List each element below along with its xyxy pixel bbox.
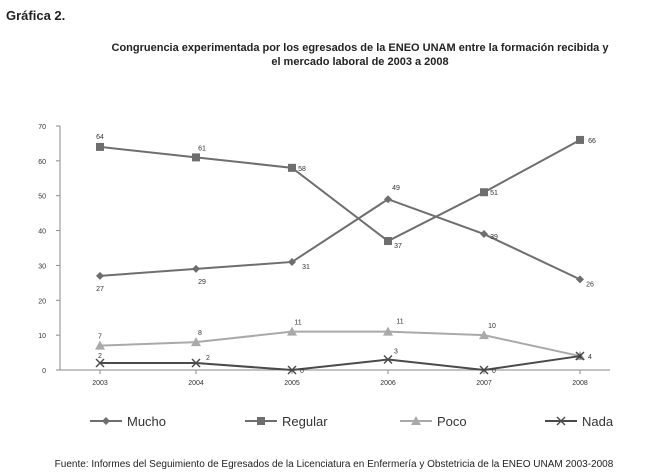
x-tick-label: 2008 (572, 380, 588, 387)
x-tick-label: 2003 (92, 380, 108, 387)
data-label-mucho: 39 (490, 234, 498, 241)
chart-title-line-1: Congruencia experimentada por los egresa… (111, 42, 609, 54)
data-point-regular (384, 237, 392, 246)
data-point-regular (192, 153, 200, 162)
y-tick-label: 20 (38, 298, 46, 305)
y-tick-label: 60 (38, 159, 46, 166)
y-tick-label: 30 (38, 263, 46, 270)
x-tick-label: 2005 (284, 380, 300, 387)
data-label-poco: 11 (294, 320, 301, 327)
data-label-poco: 4 (588, 354, 592, 361)
data-point-nada (575, 351, 585, 361)
data-label-regular: 37 (394, 243, 402, 250)
data-label-nada: 2 (98, 353, 102, 360)
series-line-regular (99, 139, 581, 243)
figure-heading: Gráfica 2. (6, 8, 66, 23)
x-tick-label: 2007 (476, 380, 492, 387)
data-label-mucho: 26 (586, 281, 594, 288)
data-point-mucho (480, 230, 488, 239)
legend-label-mucho: Mucho (127, 414, 166, 429)
data-point-regular (480, 188, 488, 197)
data-point-nada (383, 355, 393, 365)
data-point-nada (479, 365, 489, 375)
data-point-nada (287, 365, 297, 375)
data-point-poco (287, 326, 297, 336)
data-point-regular (576, 135, 584, 144)
data-label-poco: 10 (488, 323, 496, 330)
data-point-mucho (288, 257, 296, 266)
data-point-regular (96, 142, 104, 151)
data-label-nada: 0 (300, 368, 304, 375)
data-label-mucho: 27 (96, 286, 104, 293)
data-point-poco (383, 326, 393, 336)
legend-label-nada: Nada (582, 414, 614, 429)
source-note: Fuente: Informes del Seguimiento de Egre… (54, 459, 614, 470)
data-point-mucho (192, 264, 200, 273)
data-label-nada: 2 (206, 355, 210, 362)
series-line-mucho (99, 198, 581, 281)
chart-title-line-2: el mercado laboral de 2003 a 2008 (271, 56, 449, 68)
legend-label-regular: Regular (282, 414, 328, 429)
legend-label-poco: Poco (437, 414, 467, 429)
data-point-nada (95, 358, 105, 368)
data-label-regular: 66 (588, 138, 596, 145)
y-tick-label: 70 (38, 124, 46, 131)
data-label-mucho: 29 (198, 279, 206, 286)
series-line-nada (100, 355, 581, 372)
data-point-mucho (384, 195, 392, 204)
data-point-mucho (576, 275, 584, 284)
data-point-poco (191, 337, 201, 347)
data-label-nada: 3 (394, 349, 398, 356)
legend-marker-mucho (102, 417, 110, 425)
x-tick-label: 2006 (380, 380, 396, 387)
data-label-poco: 7 (98, 334, 102, 341)
data-label-regular: 58 (298, 166, 306, 173)
data-label-poco: 8 (198, 330, 202, 337)
y-tick-label: 40 (38, 229, 46, 236)
data-label-mucho: 31 (302, 264, 310, 271)
legend-marker-regular (257, 417, 265, 425)
data-point-mucho (96, 271, 104, 280)
data-label-nada: 4 (578, 354, 582, 361)
data-label-poco: 11 (396, 319, 403, 326)
series-line-poco (99, 330, 581, 358)
y-tick-label: 10 (38, 333, 46, 340)
data-point-poco (95, 340, 105, 350)
y-tick-label: 0 (42, 368, 46, 375)
data-label-regular: 51 (490, 190, 498, 197)
data-label-mucho: 49 (392, 185, 400, 192)
x-tick-label: 2004 (188, 380, 204, 387)
data-point-regular (288, 163, 296, 172)
data-point-nada (191, 358, 201, 368)
data-label-regular: 64 (96, 134, 104, 141)
data-label-regular: 61 (198, 145, 206, 152)
data-label-nada: 0 (492, 368, 496, 375)
data-point-poco (479, 330, 489, 340)
legend-marker-poco (411, 416, 421, 425)
y-tick-label: 50 (38, 194, 46, 201)
legend-marker-nada (556, 416, 566, 426)
